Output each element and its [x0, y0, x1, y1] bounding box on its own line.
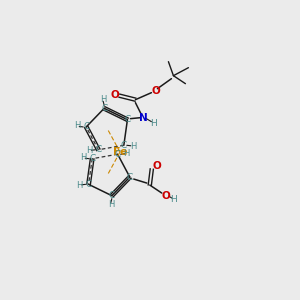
Text: C: C [121, 141, 127, 150]
Text: C: C [109, 191, 115, 200]
Text: C: C [124, 115, 130, 124]
Text: C: C [89, 154, 95, 163]
Text: H: H [130, 142, 136, 151]
Text: H: H [76, 181, 83, 190]
Text: C: C [115, 150, 121, 159]
Text: C: C [95, 145, 101, 154]
Text: O: O [152, 161, 161, 171]
Text: H: H [108, 200, 114, 209]
Text: H: H [150, 119, 157, 128]
Text: H: H [124, 149, 130, 158]
Text: H: H [170, 195, 177, 204]
Text: C: C [83, 122, 89, 131]
Text: H: H [100, 95, 106, 104]
Text: O: O [110, 90, 119, 100]
Text: N: N [139, 113, 148, 123]
Text: C: C [101, 104, 107, 113]
Text: C: C [85, 180, 92, 189]
Text: O: O [151, 86, 160, 96]
Text: H: H [86, 146, 92, 155]
Text: H: H [74, 122, 80, 130]
Text: Fe: Fe [113, 147, 127, 157]
Text: O: O [161, 191, 170, 201]
Text: C: C [127, 172, 133, 182]
Text: H: H [80, 153, 86, 162]
